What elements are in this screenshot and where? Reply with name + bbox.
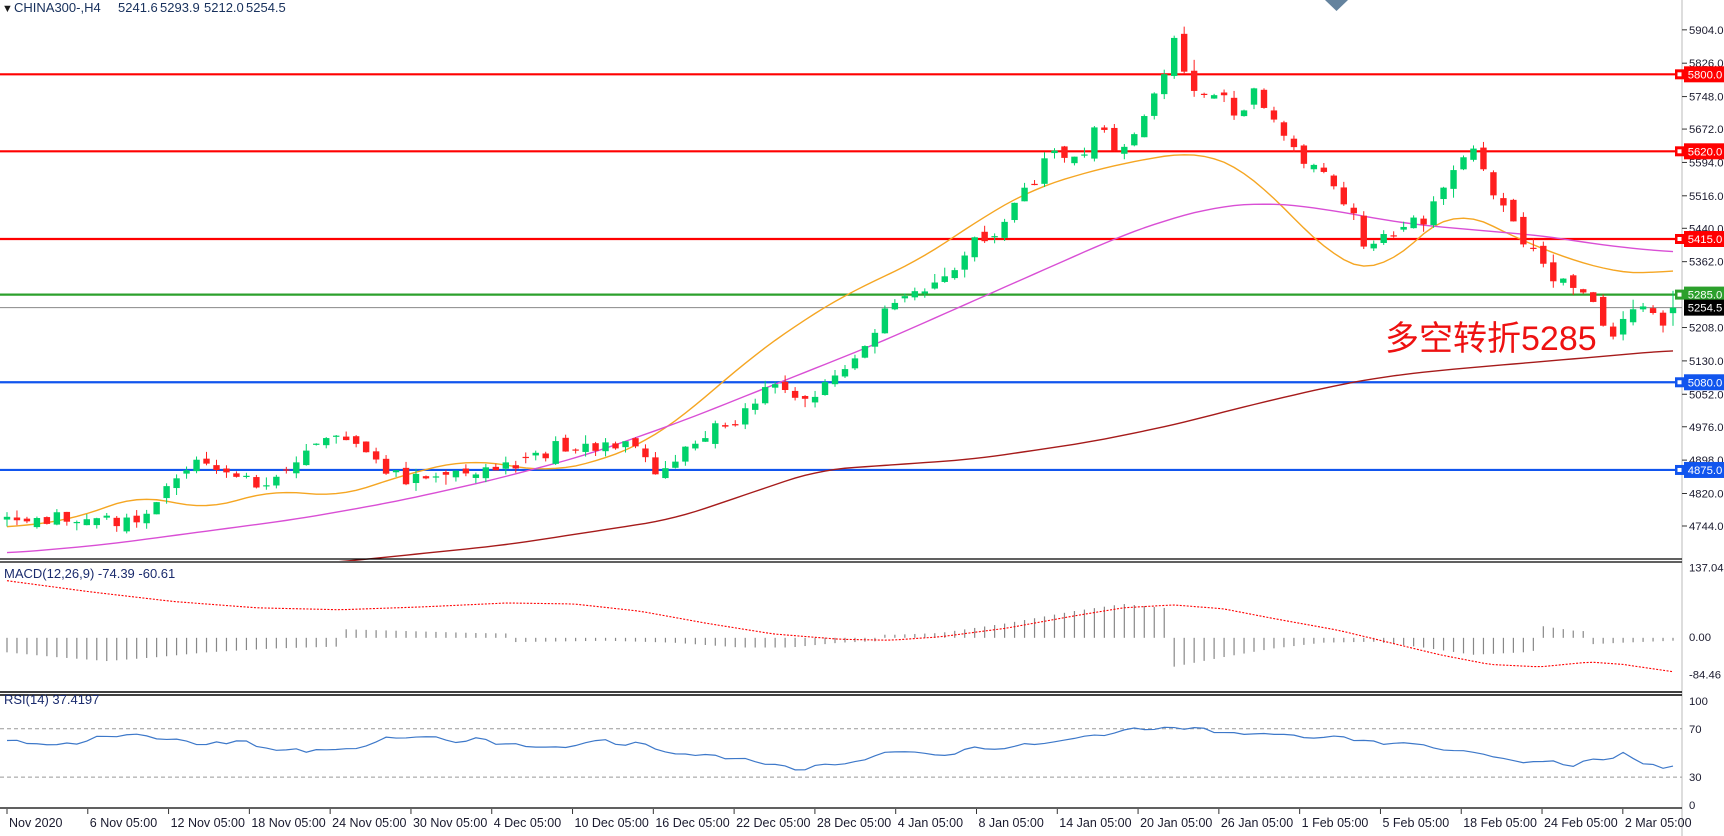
svg-text:14 Jan 05:00: 14 Jan 05:00 [1059,816,1131,830]
svg-text:5130.0: 5130.0 [1689,356,1724,368]
svg-text:5362.0: 5362.0 [1689,257,1724,269]
svg-text:5415.0: 5415.0 [1688,234,1723,246]
svg-text:30: 30 [1689,772,1702,784]
svg-text:26 Jan 05:00: 26 Jan 05:00 [1221,816,1293,830]
svg-text:8 Jan 05:00: 8 Jan 05:00 [978,816,1043,830]
svg-text:Nov 2020: Nov 2020 [9,816,63,830]
svg-text:-84.46: -84.46 [1689,670,1721,682]
svg-text:5620.0: 5620.0 [1688,146,1723,158]
svg-text:18 Nov 05:00: 18 Nov 05:00 [251,816,325,830]
svg-text:137.04: 137.04 [1689,563,1724,575]
svg-text:5080.0: 5080.0 [1688,377,1723,389]
svg-text:4820.0: 4820.0 [1689,488,1724,500]
svg-text:5212.0: 5212.0 [204,0,244,15]
svg-text:▼: ▼ [2,3,13,15]
svg-text:0.00: 0.00 [1689,632,1711,644]
svg-text:100: 100 [1689,696,1708,708]
svg-text:2 Mar 05:00: 2 Mar 05:00 [1625,816,1692,830]
svg-text:1 Feb 05:00: 1 Feb 05:00 [1302,816,1369,830]
svg-text:18 Feb 05:00: 18 Feb 05:00 [1463,816,1537,830]
svg-text:4 Jan 05:00: 4 Jan 05:00 [898,816,963,830]
svg-text:5800.0: 5800.0 [1688,69,1723,81]
svg-text:多空转折5285: 多空转折5285 [1385,320,1597,358]
svg-text:70: 70 [1689,724,1702,736]
svg-text:6 Nov 05:00: 6 Nov 05:00 [90,816,157,830]
svg-text:CHINA300-,H4: CHINA300-,H4 [14,0,101,15]
svg-text:4976.0: 4976.0 [1689,422,1724,434]
svg-text:5748.0: 5748.0 [1689,92,1724,104]
svg-text:RSI(14) 37.4197: RSI(14) 37.4197 [4,692,99,707]
svg-text:5672.0: 5672.0 [1689,124,1724,136]
svg-text:28 Dec 05:00: 28 Dec 05:00 [817,816,891,830]
svg-text:0: 0 [1689,800,1695,812]
svg-text:5208.0: 5208.0 [1689,323,1724,335]
svg-text:16 Dec 05:00: 16 Dec 05:00 [655,816,729,830]
svg-text:12 Nov 05:00: 12 Nov 05:00 [171,816,245,830]
svg-text:5052.0: 5052.0 [1689,389,1724,401]
svg-text:5 Feb 05:00: 5 Feb 05:00 [1382,816,1449,830]
svg-text:MACD(12,26,9) -74.39 -60.61: MACD(12,26,9) -74.39 -60.61 [4,566,175,581]
svg-text:24 Feb 05:00: 24 Feb 05:00 [1544,816,1618,830]
svg-text:5254.5: 5254.5 [1688,303,1723,315]
svg-text:5254.5: 5254.5 [246,0,286,15]
svg-text:5904.0: 5904.0 [1689,25,1724,37]
svg-text:24 Nov 05:00: 24 Nov 05:00 [332,816,406,830]
svg-text:5293.9: 5293.9 [160,0,200,15]
svg-text:20 Jan 05:00: 20 Jan 05:00 [1140,816,1212,830]
svg-text:5241.6: 5241.6 [118,0,158,15]
svg-text:5516.0: 5516.0 [1689,191,1724,203]
svg-text:30 Nov 05:00: 30 Nov 05:00 [413,816,487,830]
svg-text:10 Dec 05:00: 10 Dec 05:00 [575,816,649,830]
svg-text:4875.0: 4875.0 [1688,465,1723,477]
svg-text:22 Dec 05:00: 22 Dec 05:00 [736,816,810,830]
svg-text:4 Dec 05:00: 4 Dec 05:00 [494,816,561,830]
svg-text:4744.0: 4744.0 [1689,521,1724,533]
